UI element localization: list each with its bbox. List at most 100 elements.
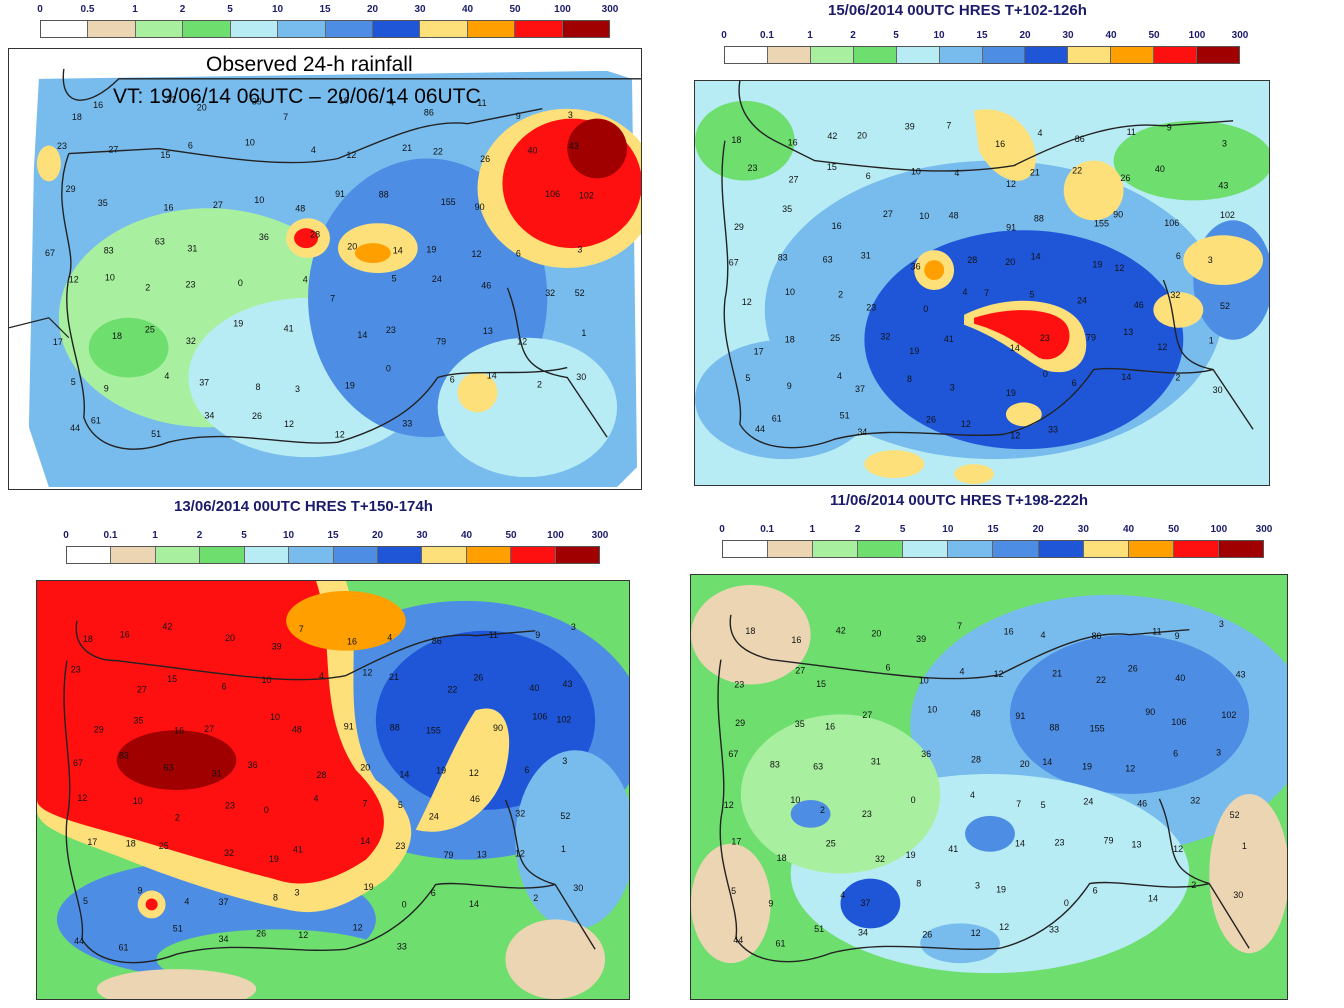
station-value: 2 [1175, 373, 1180, 383]
station-value: 13 [1123, 327, 1133, 337]
station-value: 33 [1049, 925, 1059, 935]
legend-color-cell [466, 547, 512, 563]
legend-color-cell [1038, 541, 1084, 557]
station-value: 14 [357, 330, 367, 340]
station-value: 0 [1043, 369, 1048, 379]
station-value: 16 [825, 722, 835, 732]
station-value: 7 [363, 799, 368, 809]
forecast-2-title: 13/06/2014 00UTC HRES T+150-174h [174, 498, 433, 515]
station-value: 16 [791, 635, 801, 645]
station-value: 6 [886, 663, 891, 673]
station-value: 5 [398, 800, 403, 810]
station-value: 29 [734, 222, 744, 232]
legend-color-cell [244, 547, 290, 563]
station-value: 23 [862, 809, 872, 819]
station-value: 29 [66, 184, 76, 194]
station-value: 12 [1125, 764, 1135, 774]
station-value: 24 [432, 274, 442, 284]
station-value: 14 [469, 899, 479, 909]
station-value: 2 [175, 813, 180, 823]
legend-color-cell [200, 547, 245, 563]
station-value: 16 [788, 138, 798, 148]
station-value: 90 [493, 723, 503, 733]
station-value: 17 [731, 836, 741, 846]
station-value: 79 [1086, 333, 1096, 343]
station-value: 19 [1082, 762, 1092, 772]
station-value: 5 [745, 373, 750, 383]
legend-color-cell [372, 21, 421, 37]
station-value: 4 [1041, 630, 1046, 640]
station-value: 12 [971, 928, 981, 938]
station-value: 4 [1038, 128, 1043, 138]
station-value: 18 [745, 626, 755, 636]
station-value: 3 [562, 756, 567, 766]
station-value: 3 [975, 881, 980, 891]
station-value: 91 [344, 721, 354, 731]
station-value: 10 [133, 796, 143, 806]
station-value: 26 [1128, 664, 1138, 674]
forecast-3-title: 11/06/2014 00UTC HRES T+198-222h [830, 492, 1089, 509]
station-value: 12 [77, 793, 87, 803]
legend-tick-label: 0.1 [103, 530, 118, 541]
station-value: 2 [145, 282, 150, 292]
station-value: 102 [579, 191, 594, 201]
legend-color-cell [723, 541, 769, 557]
station-value: 37 [199, 377, 209, 387]
station-value: 52 [575, 288, 585, 298]
station-value: 7 [1016, 799, 1021, 809]
station-value: 27 [137, 685, 147, 695]
station-value: 5 [731, 886, 736, 896]
station-value: 14 [360, 836, 370, 846]
station-value: 52 [1220, 301, 1230, 311]
station-value: 63 [163, 763, 173, 773]
station-value: 18 [777, 853, 787, 863]
legend-tick-label: 20 [1032, 524, 1044, 535]
station-value: 48 [971, 709, 981, 719]
legend-tick-label: 15 [327, 530, 339, 541]
station-value: 11 [1152, 627, 1161, 637]
station-value: 44 [733, 935, 743, 945]
station-value: 21 [1052, 669, 1062, 679]
station-value: 23 [395, 841, 405, 851]
legend-tick-label: 50 [505, 530, 517, 541]
station-value: 26 [252, 411, 262, 421]
legend-color-cell [768, 541, 814, 557]
station-value: 4 [311, 145, 316, 155]
station-value: 14 [1010, 343, 1020, 353]
station-value: 27 [883, 209, 893, 219]
station-value: 19 [906, 850, 916, 860]
station-value: 16 [174, 726, 184, 736]
legend-color-cell [467, 21, 516, 37]
legend-tick-label: 10 [933, 30, 945, 41]
station-value: 4 [959, 666, 964, 676]
legend-color-cell [325, 21, 373, 37]
station-value: 14 [1148, 894, 1158, 904]
station-value: 39 [905, 122, 915, 132]
station-value: 79 [444, 850, 454, 860]
legend-color-cell [813, 541, 859, 557]
forecast-3-map: 18 16 42 20 39 7 16 4 86 11 9 3 23 27 15 6 10 4 12 21 22 26 40… [690, 574, 1288, 1000]
station-value: 86 [1091, 631, 1101, 641]
station-value: 41 [284, 324, 294, 334]
legend-tick-label: 40 [461, 4, 474, 15]
station-value: 32 [186, 336, 196, 346]
station-value: 32 [1170, 290, 1180, 300]
station-value: 33 [397, 942, 407, 952]
station-value: 28 [971, 755, 981, 765]
legend-tick-label: 5 [241, 530, 247, 541]
station-value: 23 [57, 141, 67, 151]
station-value: 83 [778, 253, 788, 263]
legend-color-cell [1083, 541, 1129, 557]
legend-tick-label: 2 [196, 530, 203, 541]
station-value: 10 [919, 675, 929, 685]
station-value: 20 [347, 242, 357, 252]
station-value: 5 [71, 377, 76, 387]
legend-color-cell [1068, 47, 1112, 63]
forecast-2-map: 18 16 42 20 39 7 16 4 86 11 9 3 23 27 15 6 10 4 12 21 22 26 40… [36, 580, 630, 1000]
station-value: 16 [339, 96, 349, 106]
station-value: 19 [364, 882, 374, 892]
station-value: 61 [776, 938, 786, 948]
station-value: 27 [213, 200, 223, 210]
station-value: 27 [789, 175, 799, 185]
station-value: 25 [826, 838, 836, 848]
